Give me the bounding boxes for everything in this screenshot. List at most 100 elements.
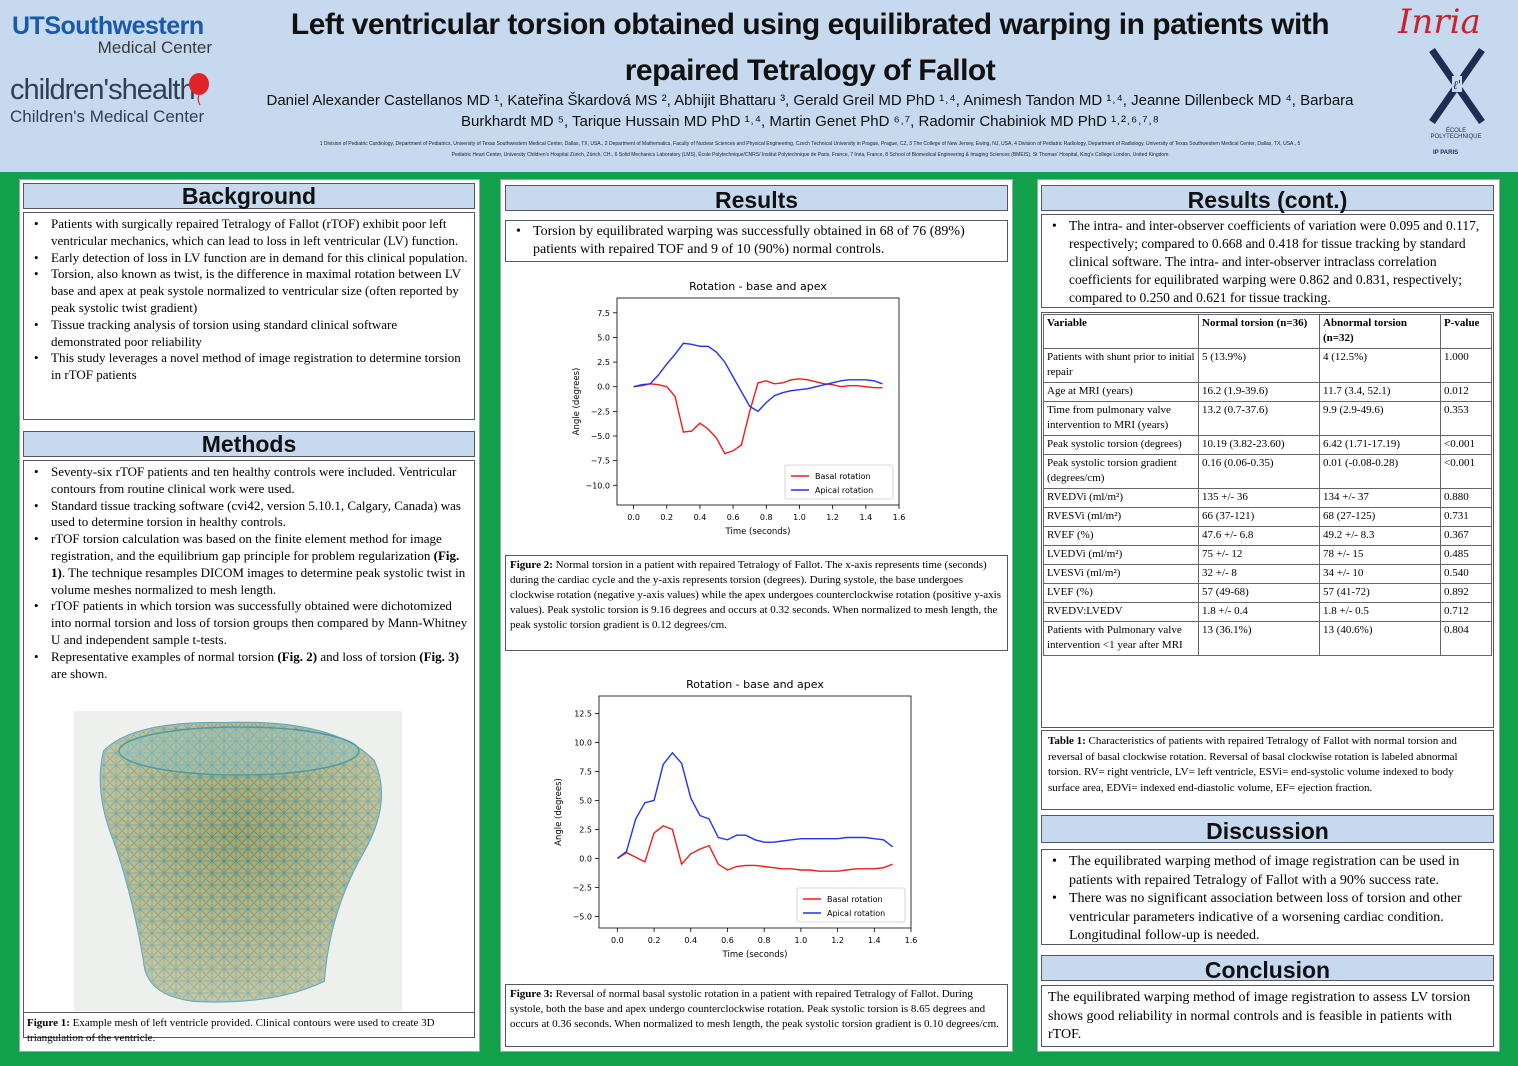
table-cell: 0.540 [1440,564,1492,584]
methods-box: Seventy-six rTOF patients and ten health… [23,460,475,1044]
table-row: LVESVi (ml/m²) 32 +/- 8 34 +/- 10 0.540 [1043,564,1492,584]
table-cell: 0.367 [1440,526,1492,546]
y-tick-label: 0.0 [579,854,592,863]
table-row: Patients with shunt prior to initial rep… [1043,348,1492,383]
table-row: LVEF (%) 57 (49-68) 57 (41-72) 0.892 [1043,583,1492,603]
table-1-box: Variable Normal torsion (n=36) Abnormal … [1041,312,1494,728]
ip-paris-label: IP PARIS [1433,150,1459,156]
methods-item: rTOF torsion calculation was based on th… [28,531,470,598]
x-tick-label: 0.0 [611,936,624,945]
utsw-logo: UTSouthwestern Medical Center [12,12,212,58]
background-item: This study leverages a novel method of i… [28,350,470,384]
plot-area [616,297,900,506]
results-item: Torsion by equilibrated warping was succ… [510,223,1003,259]
y-tick-label: −10.0 [585,481,610,490]
x-tick-label: 1.4 [859,513,872,522]
table-cell: 1.8 +/- 0.4 [1198,602,1320,622]
table-cell: 0.01 (-0.08-0.28) [1319,454,1441,489]
table-row: Time from pulmonary valve intervention t… [1043,401,1492,436]
legend-label: Basal rotation [815,472,871,481]
table-cell: 0.012 [1440,382,1492,402]
background-item: Early detection of loss in LV function a… [28,250,470,267]
fig3-reference: (Fig. 3) [419,648,459,664]
column-middle: Results Torsion by equilibrated warping … [500,179,1013,1052]
y-tick-label: −2.5 [591,407,610,416]
apical-rotation-line [633,342,883,413]
figure-3-label: Figure 3: [510,988,553,1000]
utsw-logo-subtitle: Medical Center [97,38,212,57]
table-row: RVEF (%) 47.6 +/- 6.8 49.2 +/- 8.3 0.367 [1043,526,1492,546]
background-item: Torsion, also known as twist, is the dif… [28,266,470,316]
childrens-health-logo-name: children'shealth [10,74,196,106]
figure-3-chart: Rotation - base and apex 0.0 0.2 0.4 0.6 0.8 1… [554,678,918,960]
poster-title: Left ventricular torsion obtained using … [290,8,1330,87]
background-item: Patients with surgically repaired Tetral… [28,216,470,250]
table-cell: RVEDV:LVEDV [1043,602,1199,622]
background-list: Patients with surgically repaired Tetral… [28,216,470,384]
table-header-row: Variable Normal torsion (n=36) Abnormal … [1043,314,1492,349]
table-cell: <0.001 [1440,435,1492,455]
basal-rotation-line [633,378,883,455]
table-cell: RVEF (%) [1043,526,1199,546]
y-axis-label: Angle (degrees) [554,778,564,846]
table-cell: 0.485 [1440,545,1492,565]
x-tick-label: 0.4 [694,513,707,522]
childrens-health-logo: children'shealth Children's Medical Cent… [10,74,230,127]
table-cell: 13 (36.1%) [1198,621,1320,656]
x-tick-label: 1.6 [905,936,918,945]
x-axis-label: Time (seconds) [725,527,791,537]
results-cont-item: The intra- and inter-observer coefficien… [1046,217,1489,307]
affiliations-line-2: Pediatric Heart Center, University Child… [451,152,1169,158]
table-cell: RVESVi (ml/m²) [1043,507,1199,527]
y-tick-label: −5.0 [573,912,592,921]
table-cell: 13.2 (0.7-37.6) [1198,401,1320,436]
discussion-item: There was no significant association bet… [1046,890,1489,946]
table-1-caption: Table 1: Characteristics of patients wit… [1041,730,1494,810]
apical-rotation-line [616,751,894,859]
y-tick-label: 7.5 [579,767,592,776]
table-cell: LVEDVi (ml/m²) [1043,545,1199,565]
table-cell: 5 (13.9%) [1198,348,1320,383]
x-tick-label: 1.0 [793,513,806,522]
table-cell: 0.16 (0.06-0.35) [1198,454,1320,489]
table-cell: LVESVi (ml/m²) [1043,564,1199,584]
figure-1-label: Figure 1: [27,1017,70,1029]
y-tick-label: 12.5 [574,709,592,718]
x-tick-label: 0.6 [727,513,740,522]
fig1-reference: (Fig. 1) [51,547,460,580]
y-tick-label: −7.5 [591,457,610,466]
figure-3-caption: Figure 3: Reversal of normal basal systo… [505,984,1008,1047]
x-tick-label: 1.2 [826,513,839,522]
legend-label: Apical rotation [827,909,885,918]
figure-2-caption: Figure 2: Normal torsion in a patient wi… [505,555,1008,651]
table-cell: 0.880 [1440,488,1492,508]
figure-2-chart: Rotation - base and apex 0.0 0.2 0.4 0.6 0.8 1… [572,280,905,537]
figure-1-caption: Figure 1: Example mesh of left ventricle… [24,1012,474,1046]
discussion-box: The equilibrated warping method of image… [1041,849,1494,945]
results-box: Torsion by equilibrated warping was succ… [505,220,1008,262]
methods-list: Seventy-six rTOF patients and ten health… [28,464,470,682]
table-cell: 11.7 (3.4, 52.1) [1319,382,1441,402]
figure-2-text: Normal torsion in a patient with repaire… [510,559,1001,631]
conclusion-box: The equilibrated warping method of image… [1041,985,1494,1047]
x-tick-label: 0.8 [760,513,773,522]
results-heading: Results [505,185,1008,213]
table-cell: 9.9 (2.9-49.6) [1319,401,1441,436]
figure-1-text: Example mesh of left ventricle provided.… [27,1017,435,1044]
table-cell: Peak systolic torsion gradient (degrees/… [1043,454,1199,489]
x-tick-label: 0.4 [684,936,697,945]
discussion-heading: Discussion [1041,815,1494,844]
results-list: Torsion by equilibrated warping was succ… [510,223,1003,259]
author-line-2: Burkhardt MD ⁵, Tarique Hussain MD PhD ¹… [461,113,1159,130]
x-tick-label: 1.2 [831,936,844,945]
table-row: Age at MRI (years) 16.2 (1.9-39.6) 11.7 (3… [1043,382,1492,402]
table-cell: 66 (37-121) [1198,507,1320,527]
background-item: Tissue tracking analysis of torsion usin… [28,317,470,351]
table-cell: 57 (49-68) [1198,583,1320,603]
methods-heading: Methods [23,431,475,457]
background-box: Patients with surgically repaired Tetral… [23,212,475,420]
table-row: Peak systolic torsion (degrees) 10.19 (3.… [1043,435,1492,455]
table-cell: 57 (41-72) [1319,583,1441,603]
childrens-health-logo-subtitle: Children's Medical Center [10,107,205,126]
table-header-cell: Normal torsion (n=36) [1198,314,1320,349]
